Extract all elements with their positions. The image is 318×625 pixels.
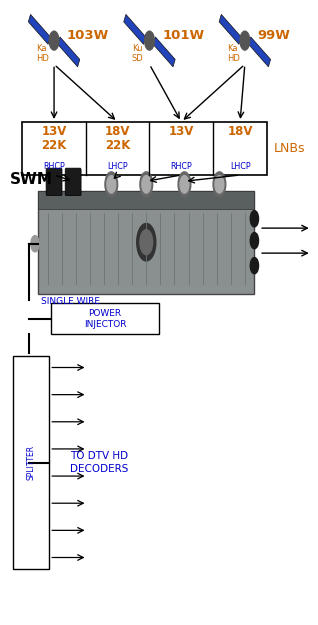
Text: 22K: 22K bbox=[41, 139, 67, 152]
Text: Ka
HD: Ka HD bbox=[37, 44, 49, 63]
Circle shape bbox=[140, 172, 153, 197]
Circle shape bbox=[49, 31, 59, 50]
Bar bbox=[153, 37, 175, 67]
Text: Ku
SD: Ku SD bbox=[132, 44, 144, 63]
Text: LHCP: LHCP bbox=[107, 162, 128, 171]
FancyBboxPatch shape bbox=[51, 303, 159, 334]
Circle shape bbox=[107, 176, 116, 193]
Text: Ka
HD: Ka HD bbox=[227, 44, 240, 63]
Text: TO DTV HD
DECODERS: TO DTV HD DECODERS bbox=[70, 451, 128, 474]
Text: 13V: 13V bbox=[41, 125, 67, 138]
Text: 101W: 101W bbox=[162, 29, 204, 42]
Circle shape bbox=[240, 31, 250, 50]
Text: 99W: 99W bbox=[258, 29, 290, 42]
Circle shape bbox=[215, 176, 224, 193]
Bar bbox=[249, 37, 271, 67]
Bar bbox=[219, 14, 241, 44]
Bar bbox=[28, 14, 50, 44]
Text: RHCP: RHCP bbox=[170, 162, 192, 171]
Circle shape bbox=[250, 232, 259, 249]
Text: LHCP: LHCP bbox=[230, 162, 250, 171]
FancyBboxPatch shape bbox=[46, 168, 62, 196]
Circle shape bbox=[180, 176, 189, 193]
Bar bbox=[58, 37, 80, 67]
Circle shape bbox=[137, 223, 156, 261]
Circle shape bbox=[250, 211, 259, 227]
FancyBboxPatch shape bbox=[38, 191, 254, 209]
Text: 13V: 13V bbox=[169, 125, 194, 138]
FancyBboxPatch shape bbox=[13, 356, 49, 569]
FancyBboxPatch shape bbox=[22, 122, 267, 175]
Text: 22K: 22K bbox=[105, 139, 130, 152]
Text: 18V: 18V bbox=[105, 125, 130, 138]
Circle shape bbox=[145, 31, 154, 50]
Text: 18V: 18V bbox=[227, 125, 253, 138]
Text: SWM: SWM bbox=[10, 173, 52, 188]
Text: 103W: 103W bbox=[67, 29, 109, 42]
Circle shape bbox=[140, 229, 153, 255]
Text: LNBs: LNBs bbox=[273, 142, 305, 155]
Circle shape bbox=[250, 258, 259, 274]
Text: SINGLE WIRE: SINGLE WIRE bbox=[41, 297, 100, 306]
Circle shape bbox=[142, 176, 151, 193]
Text: RHCP: RHCP bbox=[43, 162, 65, 171]
Text: SPLITTER: SPLITTER bbox=[26, 445, 36, 480]
Circle shape bbox=[105, 172, 118, 197]
Circle shape bbox=[31, 236, 39, 252]
Bar bbox=[124, 14, 146, 44]
FancyBboxPatch shape bbox=[65, 168, 81, 196]
Circle shape bbox=[213, 172, 226, 197]
FancyBboxPatch shape bbox=[38, 191, 254, 294]
Text: POWER
INJECTOR: POWER INJECTOR bbox=[84, 309, 126, 329]
Circle shape bbox=[178, 172, 191, 197]
